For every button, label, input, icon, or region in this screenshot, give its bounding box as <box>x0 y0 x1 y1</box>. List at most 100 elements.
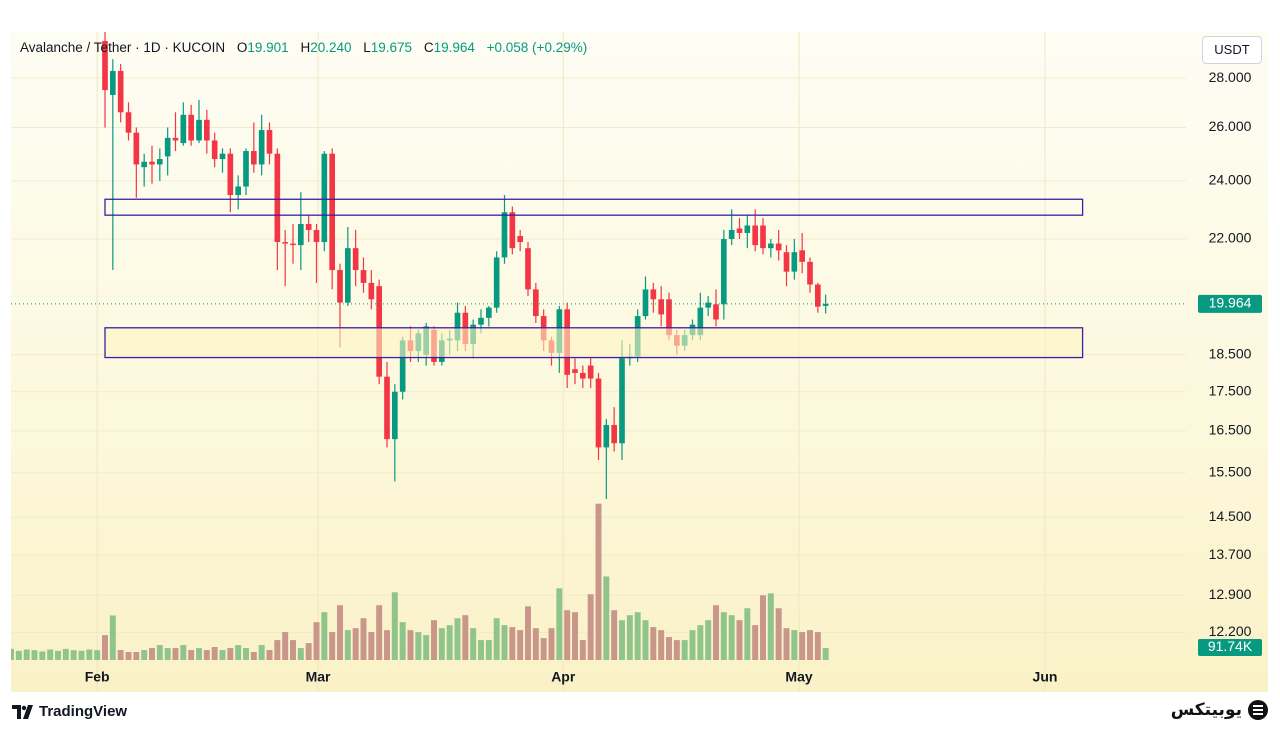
volume-bar <box>297 648 304 660</box>
candle-body <box>721 239 727 305</box>
x-tick-label: Apr <box>551 669 576 685</box>
volume-bar <box>564 610 571 660</box>
candle-body <box>305 224 312 230</box>
candle-body <box>117 70 124 113</box>
volume-bar <box>799 632 806 660</box>
volume-bar <box>352 628 359 660</box>
plot-area <box>11 32 1186 692</box>
volume-bar <box>619 620 625 660</box>
candle-body <box>815 284 821 307</box>
volume-bar <box>235 645 242 660</box>
candle-body <box>235 186 241 195</box>
candle-body <box>360 270 367 283</box>
volume-bar <box>109 615 116 660</box>
brand-icon <box>1248 700 1268 720</box>
volume-bar <box>415 632 422 660</box>
volume-bar <box>462 615 469 660</box>
volume-bar <box>752 625 759 660</box>
logo-text: TradingView <box>39 703 128 720</box>
candle-body <box>697 307 704 336</box>
volume-bar <box>227 648 234 660</box>
volume-bar <box>180 645 187 660</box>
candle-body <box>329 153 335 271</box>
y-tick-label: 28.000 <box>1209 69 1252 85</box>
candle-body <box>791 252 798 272</box>
candle-body <box>102 40 108 91</box>
volume-bar <box>485 640 492 660</box>
volume-bar <box>642 620 649 660</box>
volume-bar <box>94 650 101 660</box>
volume-bar <box>423 635 430 660</box>
volume-bar <box>164 648 171 660</box>
candle-body <box>368 282 375 300</box>
volume-bar <box>196 648 202 660</box>
candle-body <box>211 140 218 160</box>
candle-body <box>611 424 617 444</box>
ohlc-key: C <box>423 40 434 55</box>
volume-bar <box>470 628 477 660</box>
volume-bar <box>258 645 265 660</box>
volume-bar <box>11 648 14 660</box>
last-price-box <box>1198 294 1262 313</box>
volume-bar <box>156 645 163 660</box>
y-tick-label: 12.900 <box>1209 586 1252 602</box>
candle-body <box>227 153 234 195</box>
volume-bar <box>822 647 829 660</box>
candle-body <box>580 372 586 379</box>
symbol: Avalanche / Tether · 1D · KUCOIN <box>20 40 226 55</box>
currency-button[interactable]: USDT <box>1202 36 1262 64</box>
candle-body <box>486 307 492 318</box>
volume-bar <box>572 612 578 660</box>
candle-body <box>172 137 179 141</box>
price-zone <box>104 198 1084 216</box>
volume-bar <box>39 651 46 660</box>
volume-bar <box>203 650 210 660</box>
volume-bar <box>329 632 336 660</box>
volume-bar <box>133 652 140 660</box>
volume-bar <box>705 620 712 660</box>
logo-icon <box>12 704 33 719</box>
volume-bar <box>548 628 555 660</box>
candle-body <box>822 303 829 306</box>
volume-bar <box>337 605 343 660</box>
volume-bar <box>783 628 790 660</box>
candle-body <box>298 224 304 246</box>
ohlc-value: 19.675 <box>370 40 413 55</box>
candle-body <box>783 252 790 272</box>
y-tick-label: 13.700 <box>1209 546 1252 562</box>
last-price-label: 19.964 <box>1209 295 1252 311</box>
candle-body <box>157 159 163 165</box>
candle-body <box>149 161 155 165</box>
volume-bar <box>86 649 93 660</box>
volume-bar <box>728 615 735 660</box>
volume-bar <box>626 615 633 660</box>
candle-body <box>133 132 140 165</box>
volume-bar <box>525 606 531 660</box>
volume-bar <box>478 640 484 660</box>
volume-bar <box>282 632 289 660</box>
volume-bar <box>188 650 195 660</box>
candle-body <box>705 302 711 308</box>
volume-bar <box>767 593 774 660</box>
candle-body <box>517 235 523 243</box>
candle-body <box>337 270 343 303</box>
candle-body <box>110 70 116 95</box>
volume-bar <box>689 630 696 660</box>
candle-body <box>807 261 813 285</box>
volume-bar <box>431 620 437 660</box>
candle-body <box>642 289 649 317</box>
candle-body <box>282 242 288 244</box>
candle-body <box>658 299 664 315</box>
volume-bar <box>681 640 688 660</box>
candle-body <box>587 365 594 379</box>
y-tick-label: 18.500 <box>1209 345 1252 361</box>
candle-body <box>392 391 398 440</box>
volume-bar <box>274 640 281 660</box>
candle-body <box>650 289 657 300</box>
y-tick-label: 17.500 <box>1209 382 1252 398</box>
volume-bar <box>658 630 665 660</box>
volume-bar <box>720 612 727 660</box>
volume-bar <box>540 638 547 660</box>
candle-body <box>728 229 735 240</box>
volume-bar <box>250 652 257 660</box>
